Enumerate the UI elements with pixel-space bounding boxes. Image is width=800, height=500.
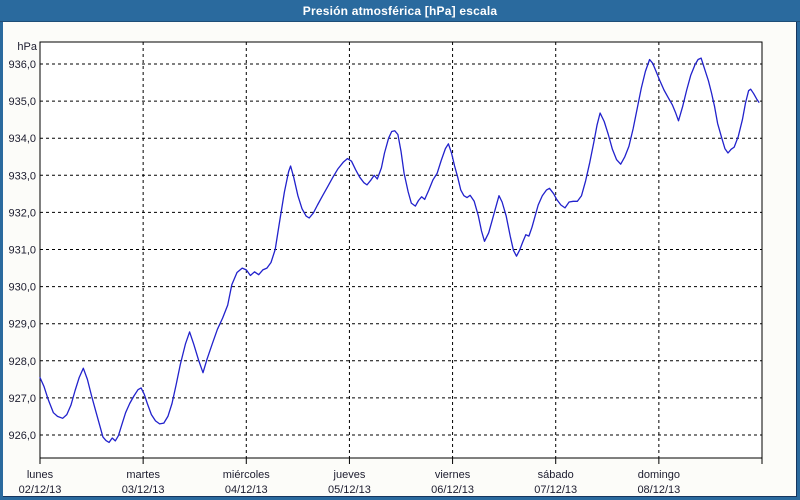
- y-axis-tick-label: 932,0: [8, 207, 36, 219]
- pressure-series-line: [39, 57, 760, 444]
- x-axis-day-label: miércoles: [223, 469, 271, 481]
- pressure-line-chart: 936,0 935,0 934,0 933,0 932,0 931,0 930,0 929,0…: [8, 41, 763, 496]
- y-axis-tick-label: 936,0: [8, 59, 36, 71]
- x-axis-date-label: 06/12/13: [431, 484, 474, 496]
- x-axis-day-label: jueves: [333, 469, 366, 481]
- y-axis-tick-label: 935,0: [8, 96, 36, 108]
- x-axis-date-label: 04/12/13: [225, 484, 268, 496]
- y-axis-tick-label: 933,0: [8, 170, 36, 182]
- chart-content-area: 936,0 935,0 934,0 933,0 932,0 931,0 930,0 929,0…: [3, 22, 797, 497]
- y-axis-tick-label: 930,0: [8, 282, 36, 294]
- x-axis-date-label: 07/12/13: [534, 484, 577, 496]
- x-axis-date-label: 08/12/13: [637, 484, 680, 496]
- x-axis-date-label: 03/12/13: [122, 484, 165, 496]
- x-axis-day-label: lunes: [27, 469, 54, 481]
- y-axis-tick-label: 927,0: [8, 393, 36, 405]
- y-axis-tick-label: 926,0: [8, 430, 36, 442]
- x-axis-date-label: 02/12/13: [19, 484, 62, 496]
- x-axis-day-label: sábado: [538, 469, 574, 481]
- y-axis-tick-label: 934,0: [8, 133, 36, 145]
- y-axis-tick-label: 931,0: [8, 245, 36, 257]
- y-axis-tick-label: 928,0: [8, 356, 36, 368]
- y-axis-unit-label: hPa: [17, 41, 37, 53]
- x-axis-day-label: martes: [126, 469, 160, 481]
- window-title: Presión atmosférica [hPa] escala: [302, 3, 498, 18]
- x-axis-date-label: 05/12/13: [328, 484, 371, 496]
- y-axis-tick-label: 929,0: [8, 319, 36, 331]
- x-axis-day-label: viernes: [435, 469, 471, 481]
- window-title-bar: Presión atmosférica [hPa] escala: [0, 0, 800, 22]
- x-axis-day-label: domingo: [638, 469, 680, 481]
